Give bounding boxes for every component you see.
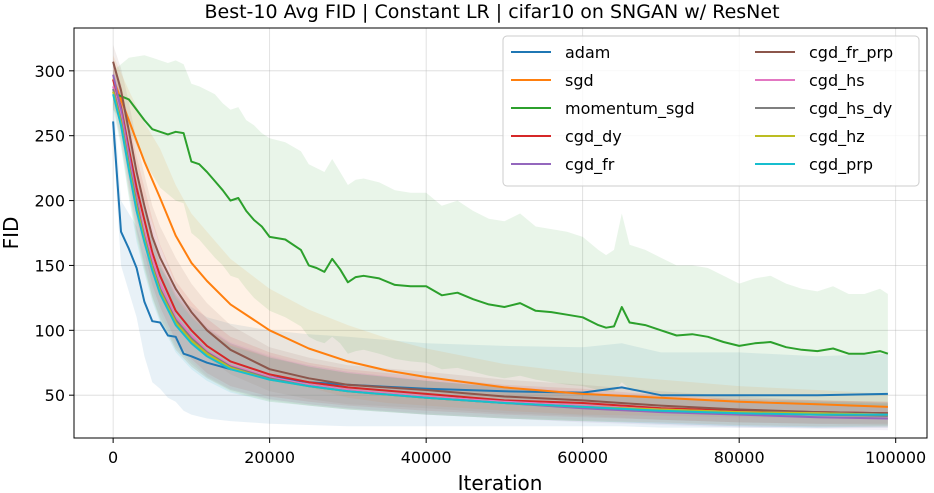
y-tick-label: 300 xyxy=(34,62,65,81)
line-cgd-fr-prp xyxy=(112,61,888,415)
y-tick-label: 100 xyxy=(34,321,65,340)
chart-title: Best-10 Avg FID | Constant LR | cifar10 … xyxy=(204,1,779,23)
legend-label-cgd-fr: cgd_fr xyxy=(565,155,615,175)
band-adam xyxy=(113,94,888,428)
legend-label-sgd: sgd xyxy=(565,71,594,90)
x-tick-label: 100000 xyxy=(865,448,926,467)
x-tick-label: 60000 xyxy=(557,448,608,467)
plot-frame xyxy=(73,27,928,439)
line-momentum-sgd xyxy=(112,91,889,355)
legend: adam sgd momentum_sgd cgd_dy cgd_fr cgd_fr_pr… xyxy=(502,35,920,187)
x-tick-label: 40000 xyxy=(401,448,452,467)
y-tick-label: 50 xyxy=(45,386,65,405)
legend-label-cgd-prp: cgd_prp xyxy=(809,155,873,175)
line-sgd xyxy=(112,78,888,408)
band-momentum-sgd xyxy=(113,55,888,407)
legend-label-cgd-hz: cgd_hz xyxy=(809,127,865,147)
x-axis-label: Iteration xyxy=(458,471,543,493)
legend-label-cgd-hs-dy: cgd_hs_dy xyxy=(809,99,892,119)
x-tick-label: 80000 xyxy=(714,448,765,467)
y-tick-label: 250 xyxy=(34,127,65,146)
line-cgd-dy xyxy=(112,79,888,415)
legend-label-adam: adam xyxy=(565,43,610,62)
axis-ticks: 0 20000 40000 60000 80000 100000 50 100 150 200 25… xyxy=(34,62,926,467)
y-tick-label: 150 xyxy=(34,256,65,275)
series-lines xyxy=(112,61,889,420)
x-tick-label: 20000 xyxy=(244,448,295,467)
x-tick-label: 0 xyxy=(108,448,118,467)
y-tick-label: 200 xyxy=(34,192,65,211)
legend-label-cgd-fr-prp: cgd_fr_prp xyxy=(809,43,893,63)
spread-bands xyxy=(113,44,888,431)
legend-box xyxy=(502,35,920,187)
line-adam xyxy=(112,121,888,397)
band-sgd xyxy=(113,55,888,419)
legend-label-cgd-hs: cgd_hs xyxy=(809,71,865,91)
y-axis-label: FID xyxy=(0,217,23,250)
legend-label-cgd-dy: cgd_dy xyxy=(565,127,622,147)
line-cgd-prp xyxy=(112,93,888,416)
legend-label-momentum-sgd: momentum_sgd xyxy=(565,99,695,119)
